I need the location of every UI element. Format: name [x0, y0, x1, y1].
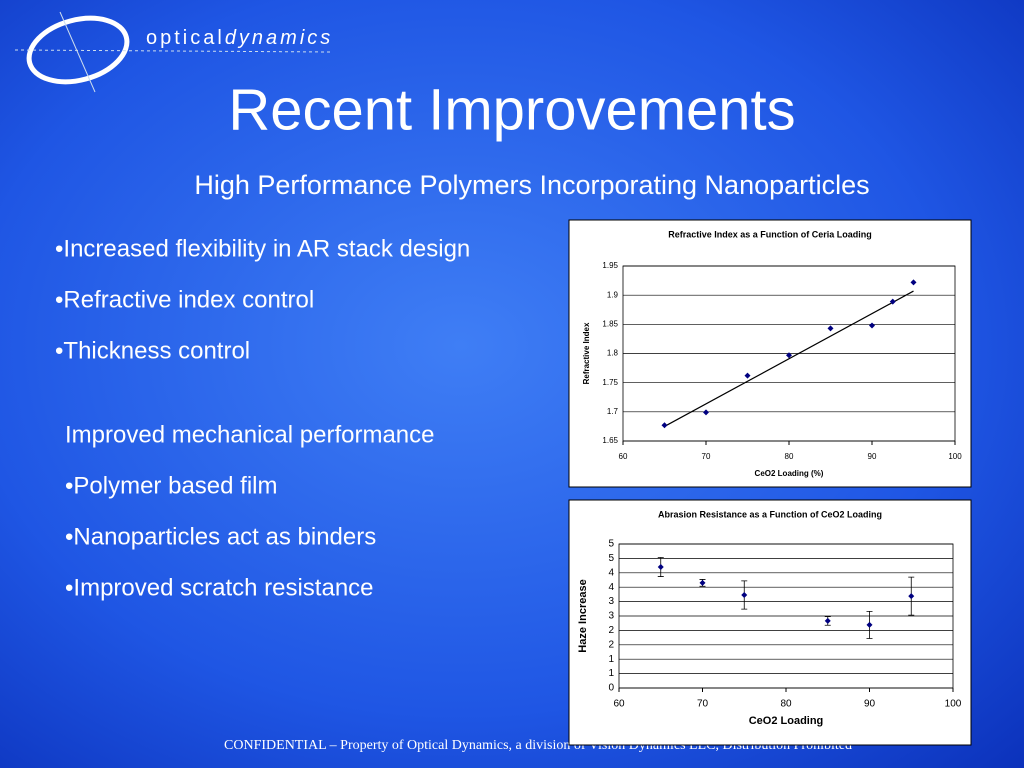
bullet: •Increased flexibility in AR stack desig… — [55, 235, 470, 262]
logo-text: opticaldynamics — [146, 27, 333, 49]
point — [661, 422, 668, 429]
y-tick-label: 2 — [608, 625, 614, 636]
plot-frame — [622, 265, 956, 442]
bullet: •Refractive index control — [55, 286, 314, 313]
logo: opticaldynamics — [14, 11, 333, 93]
title: Recent Improvements — [228, 77, 795, 142]
y-tick-label: 0 — [608, 683, 614, 694]
y-tick-label: 1 — [608, 668, 614, 679]
point — [699, 579, 706, 586]
point — [827, 325, 834, 332]
trendline — [664, 290, 914, 427]
chart-title: Abrasion Resistance as a Function of CeO… — [658, 509, 882, 519]
x-tick-label: 100 — [945, 699, 962, 710]
x-tick-label: 90 — [868, 452, 877, 461]
bullet: •Nanoparticles act as binders — [65, 523, 376, 550]
y-tick-label: 5 — [608, 539, 614, 550]
point — [657, 564, 664, 571]
y-tick-label: 3 — [608, 611, 614, 622]
x-tick-label: 80 — [780, 699, 792, 710]
x-tick-label: 70 — [702, 452, 711, 461]
y-tick-label: 3 — [608, 596, 614, 607]
y-axis-label: Refractive Index — [582, 322, 591, 384]
x-tick-label: 90 — [864, 699, 876, 710]
y-tick-label: 1.8 — [607, 349, 619, 358]
bullet: •Improved scratch resistance — [65, 574, 374, 601]
y-tick-label: 4 — [608, 582, 614, 593]
subtitle: High Performance Polymers Incorporating … — [194, 170, 869, 200]
y-tick-label: 1.7 — [607, 407, 619, 416]
point — [744, 372, 751, 379]
y-tick-label: 2 — [608, 639, 614, 650]
y-tick-label: 1.95 — [602, 261, 618, 270]
chart-title: Refractive Index as a Function of Ceria … — [668, 229, 872, 239]
point — [741, 591, 748, 598]
y-tick-label: 5 — [608, 553, 614, 564]
point — [703, 409, 709, 416]
point — [866, 621, 873, 628]
point — [910, 279, 917, 286]
x-tick-label: 60 — [613, 699, 625, 710]
y-tick-label: 1.75 — [602, 378, 618, 387]
chart-box — [568, 499, 972, 746]
y-tick-label: 1.9 — [607, 290, 619, 299]
x-tick-label: 70 — [697, 699, 709, 710]
y-tick-label: 1.65 — [602, 436, 618, 445]
section-heading: Improved mechanical performance — [65, 421, 435, 448]
y-tick-label: 4 — [608, 567, 614, 578]
point — [869, 322, 875, 329]
point — [889, 298, 896, 305]
plot-frame — [618, 543, 954, 689]
x-tick-label: 80 — [785, 452, 794, 461]
point — [824, 617, 831, 624]
y-axis-label: Haze Increase — [577, 579, 589, 652]
x-axis-label: CeO2 Loading (%) — [755, 469, 824, 478]
x-axis-label: CeO2 Loading — [749, 715, 824, 727]
y-tick-label: 1.85 — [602, 319, 618, 328]
bullet: •Thickness control — [55, 337, 250, 364]
x-tick-label: 100 — [948, 452, 962, 461]
x-tick-label: 60 — [619, 452, 628, 461]
point — [908, 593, 915, 600]
bullet: •Polymer based film — [65, 472, 277, 499]
point — [786, 352, 792, 359]
y-tick-label: 1 — [608, 654, 614, 665]
